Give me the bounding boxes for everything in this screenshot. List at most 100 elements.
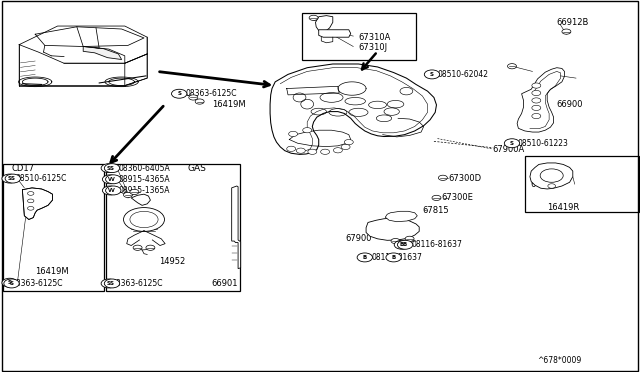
Circle shape — [386, 253, 401, 262]
Text: 08915-1365A: 08915-1365A — [118, 186, 170, 195]
Circle shape — [130, 211, 158, 228]
Circle shape — [124, 192, 132, 198]
Circle shape — [101, 279, 116, 288]
Circle shape — [308, 149, 317, 154]
Text: S: S — [10, 281, 13, 286]
Circle shape — [548, 184, 556, 188]
Circle shape — [540, 169, 563, 182]
Circle shape — [2, 278, 17, 287]
Circle shape — [146, 245, 155, 250]
Circle shape — [133, 245, 142, 250]
Text: 67300D: 67300D — [448, 174, 481, 183]
Text: 67310A: 67310A — [358, 33, 391, 42]
Circle shape — [130, 189, 139, 195]
Polygon shape — [366, 218, 419, 240]
Circle shape — [532, 98, 541, 103]
Text: 08116-81637: 08116-81637 — [371, 253, 422, 262]
Text: S: S — [107, 281, 111, 286]
Text: 14952: 14952 — [159, 257, 185, 266]
Text: S: S — [110, 166, 114, 171]
Circle shape — [341, 144, 350, 150]
Circle shape — [4, 279, 19, 288]
Text: S: S — [8, 176, 12, 181]
Polygon shape — [22, 188, 52, 219]
Text: 08510-6125C: 08510-6125C — [16, 174, 67, 183]
Text: 67815: 67815 — [422, 206, 449, 215]
Circle shape — [424, 70, 440, 79]
Text: S: S — [510, 141, 514, 146]
Text: ^678*0009: ^678*0009 — [538, 356, 582, 365]
Circle shape — [508, 64, 516, 69]
Circle shape — [532, 83, 541, 88]
Circle shape — [195, 99, 204, 104]
Text: 08510-61223: 08510-61223 — [517, 139, 568, 148]
Circle shape — [321, 149, 330, 154]
Circle shape — [106, 175, 121, 184]
Circle shape — [333, 148, 342, 153]
Circle shape — [309, 15, 318, 20]
Circle shape — [189, 95, 198, 100]
Circle shape — [357, 253, 372, 262]
Polygon shape — [316, 16, 333, 32]
Circle shape — [287, 146, 296, 151]
Circle shape — [102, 175, 118, 184]
Text: S: S — [110, 281, 114, 286]
Circle shape — [106, 186, 121, 195]
Text: 67900: 67900 — [346, 234, 372, 243]
Circle shape — [397, 240, 413, 249]
Circle shape — [562, 29, 571, 34]
Polygon shape — [131, 194, 150, 205]
Text: B: B — [392, 255, 396, 260]
Bar — [3, 164, 104, 291]
Circle shape — [124, 208, 164, 231]
Polygon shape — [385, 211, 417, 222]
Circle shape — [296, 148, 305, 153]
Text: GAS: GAS — [188, 164, 206, 173]
Text: B: B — [400, 242, 404, 247]
Text: 16419R: 16419R — [547, 203, 579, 212]
Text: V: V — [108, 188, 112, 193]
Text: S: S — [107, 166, 111, 171]
Circle shape — [532, 105, 541, 110]
Text: S: S — [11, 176, 15, 181]
Circle shape — [432, 195, 441, 201]
Circle shape — [438, 175, 447, 180]
Bar — [302, 13, 416, 60]
Text: 16419M: 16419M — [212, 100, 246, 109]
Text: 08363-6125C: 08363-6125C — [112, 279, 163, 288]
Text: V: V — [111, 188, 115, 193]
Text: 67300E: 67300E — [442, 193, 474, 202]
Text: 08360-6405A: 08360-6405A — [118, 164, 170, 173]
Circle shape — [289, 131, 298, 137]
Circle shape — [504, 139, 520, 148]
Text: 08915-4365A: 08915-4365A — [118, 175, 170, 184]
Circle shape — [394, 240, 410, 249]
Text: V: V — [111, 177, 115, 182]
Circle shape — [405, 236, 414, 241]
Circle shape — [2, 174, 17, 183]
Text: 67900A: 67900A — [493, 145, 525, 154]
Circle shape — [104, 164, 120, 173]
Circle shape — [28, 206, 34, 210]
Polygon shape — [83, 46, 122, 60]
Text: CD17: CD17 — [12, 164, 35, 173]
Circle shape — [5, 174, 20, 183]
Polygon shape — [530, 163, 573, 189]
Circle shape — [101, 164, 116, 173]
Text: V: V — [108, 177, 112, 182]
Circle shape — [28, 192, 34, 195]
Text: 66901: 66901 — [211, 279, 237, 288]
Text: 08116-81637: 08116-81637 — [412, 240, 462, 249]
Polygon shape — [270, 64, 436, 154]
Text: 67310J: 67310J — [358, 43, 388, 52]
Text: S: S — [177, 91, 181, 96]
Circle shape — [532, 90, 541, 96]
Text: 16419M: 16419M — [35, 267, 69, 276]
Text: 08363-6125C: 08363-6125C — [186, 89, 237, 98]
Text: 66900: 66900 — [557, 100, 583, 109]
Polygon shape — [232, 186, 241, 269]
Circle shape — [104, 279, 120, 288]
Text: S: S — [8, 280, 12, 285]
Circle shape — [28, 199, 34, 203]
Circle shape — [344, 140, 353, 145]
